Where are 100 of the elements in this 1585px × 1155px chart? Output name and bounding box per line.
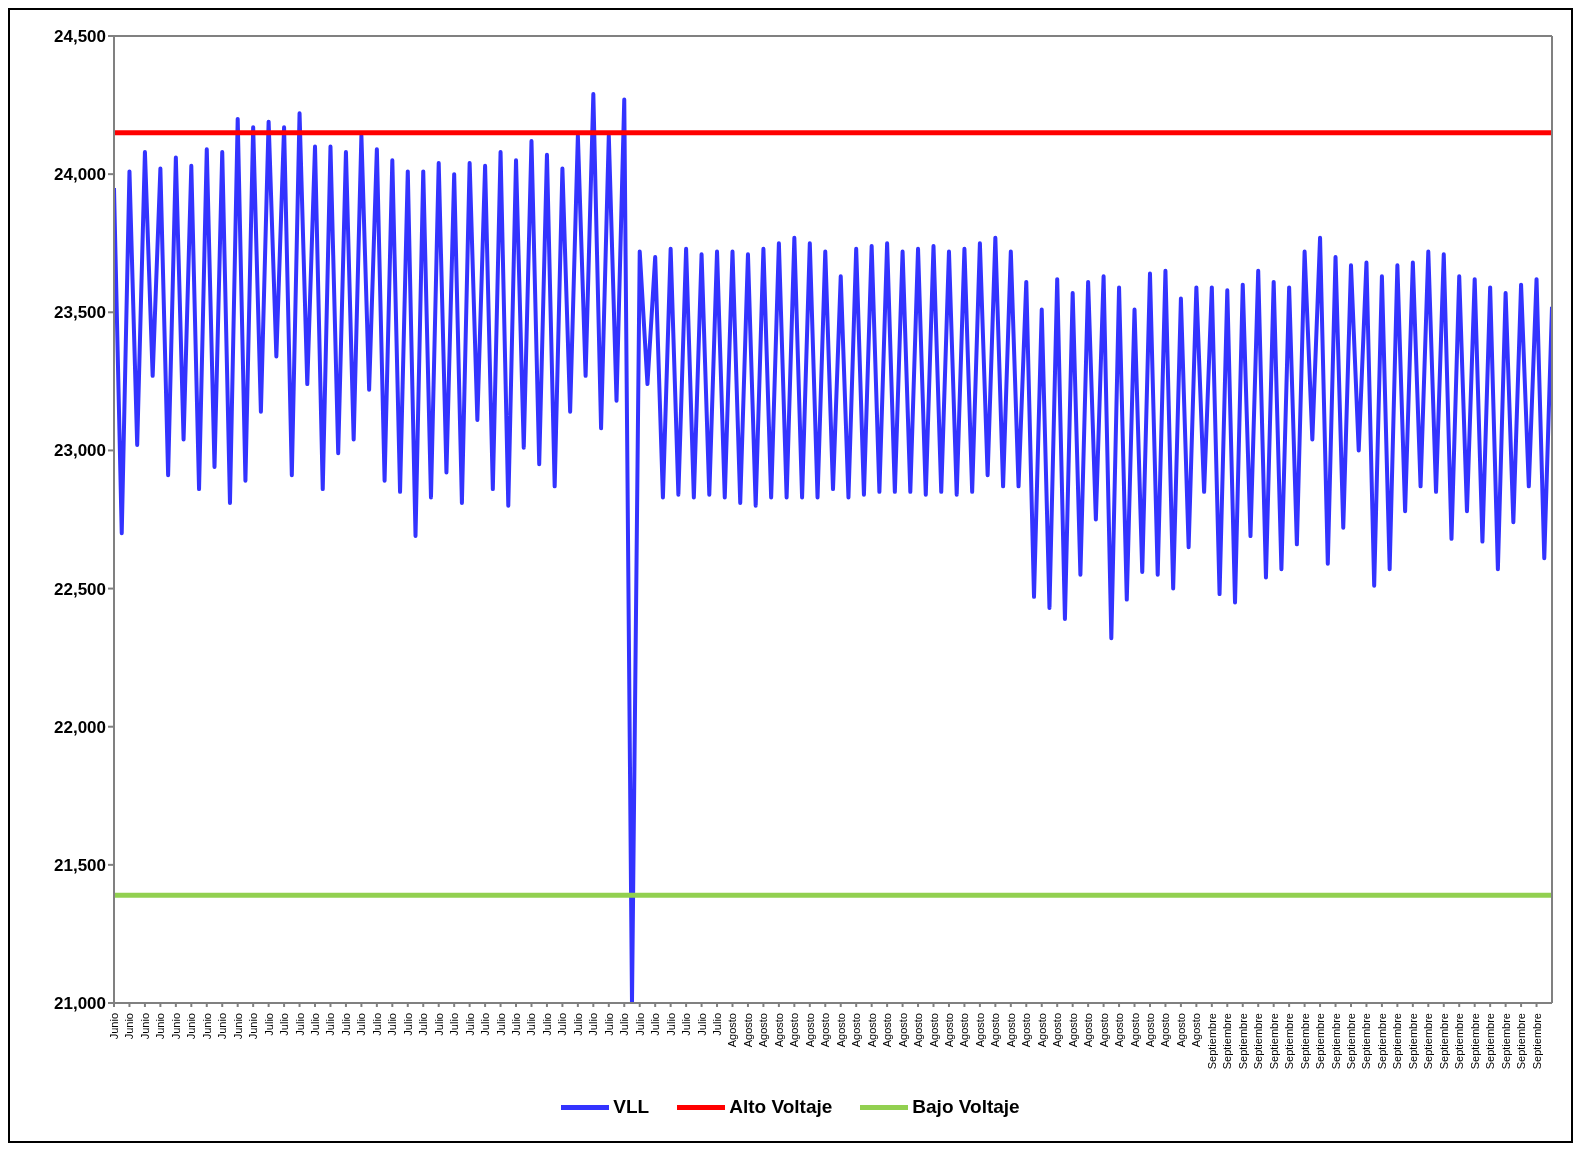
x-tick-label: Julio <box>417 1013 430 1036</box>
x-tick-label: Julio <box>262 1013 275 1036</box>
x-tick-label: Agosto <box>1159 1013 1172 1048</box>
x-tick-label: Julio <box>510 1013 523 1036</box>
x-tick-label: Septiembre <box>1360 1013 1373 1070</box>
x-tick-label: Julio <box>370 1013 383 1036</box>
x-tick-label: Septiembre <box>1329 1013 1342 1070</box>
x-tick-label: Agosto <box>1128 1013 1141 1048</box>
x-tick-label: Agosto <box>912 1013 925 1048</box>
x-tick-label: Septiembre <box>1344 1013 1357 1070</box>
y-tick-label: 24,500 <box>54 27 106 47</box>
x-tick-label: Junio <box>185 1013 198 1040</box>
x-tick-label: Agosto <box>1082 1013 1095 1048</box>
x-tick-label: Agosto <box>927 1013 940 1048</box>
x-tick-label: Junio <box>108 1013 120 1040</box>
x-tick-label: Julio <box>479 1013 492 1036</box>
x-tick-label: Septiembre <box>1499 1013 1512 1070</box>
x-tick-label: Septiembre <box>1236 1013 1249 1070</box>
x-tick-label: Julio <box>463 1013 476 1036</box>
x-tick-label: Septiembre <box>1221 1013 1234 1070</box>
x-tick-label: Agosto <box>1190 1013 1203 1048</box>
x-tick-label: Agosto <box>942 1013 955 1048</box>
x-tick-label: Julio <box>324 1013 337 1036</box>
x-tick-label: Agosto <box>1143 1013 1156 1048</box>
y-tick-label: 22,500 <box>54 579 106 599</box>
x-tick-label: Julio <box>695 1013 708 1036</box>
legend-label: Alto Voltaje <box>729 1096 833 1118</box>
x-tick-label: Julio <box>401 1013 414 1036</box>
x-tick-label: Septiembre <box>1406 1013 1419 1070</box>
x-tick-label: Junio <box>123 1013 136 1040</box>
x-tick-label: Junio <box>216 1013 229 1040</box>
x-tick-label: Julio <box>587 1013 600 1036</box>
y-tick-label: 24,000 <box>54 165 106 185</box>
x-tick-label: Julio <box>309 1013 322 1036</box>
x-tick-label: Septiembre <box>1298 1013 1311 1070</box>
y-tick-label: 23,000 <box>54 441 106 461</box>
y-tick-label: 22,000 <box>54 717 106 737</box>
x-tick-label: Agosto <box>741 1013 754 1048</box>
x-tick-label: Agosto <box>973 1013 986 1048</box>
x-tick-label: Julio <box>525 1013 538 1036</box>
x-tick-label: Agosto <box>896 1013 909 1048</box>
y-tick-label: 23,500 <box>54 303 106 323</box>
x-tick-label: Agosto <box>1174 1013 1187 1048</box>
x-tick-label: Septiembre <box>1391 1013 1404 1070</box>
x-tick-label: Junio <box>231 1013 244 1040</box>
x-tick-label: Agosto <box>1066 1013 1079 1048</box>
x-tick-label: Junio <box>169 1013 182 1040</box>
x-tick-label: Agosto <box>757 1013 770 1048</box>
x-tick-label: Septiembre <box>1205 1013 1218 1070</box>
y-tick-label: 21,500 <box>54 855 106 875</box>
x-tick-label: Agosto <box>1097 1013 1110 1048</box>
x-tick-label: Agosto <box>850 1013 863 1048</box>
x-tick-label: Junio <box>200 1013 213 1040</box>
x-tick-label: Agosto <box>881 1013 894 1048</box>
x-tick-label: Agosto <box>1051 1013 1064 1048</box>
x-tick-label: Julio <box>355 1013 368 1036</box>
x-tick-label: Septiembre <box>1283 1013 1296 1070</box>
y-tick-label: 21,000 <box>54 994 106 1014</box>
x-tick-label: Junio <box>247 1013 260 1040</box>
x-tick-label: Julio <box>618 1013 631 1036</box>
x-tick-label: Julio <box>633 1013 646 1036</box>
x-tick-label: Septiembre <box>1453 1013 1466 1070</box>
x-tick-label: Agosto <box>1004 1013 1017 1048</box>
x-tick-label: Agosto <box>1113 1013 1126 1048</box>
x-tick-label: Julio <box>680 1013 693 1036</box>
x-tick-label: Septiembre <box>1422 1013 1435 1070</box>
x-tick-label: Julio <box>432 1013 445 1036</box>
x-tick-label: Agosto <box>803 1013 816 1048</box>
x-tick-label: Julio <box>293 1013 306 1036</box>
x-tick-label: Agosto <box>726 1013 739 1048</box>
legend-label: VLL <box>613 1096 650 1118</box>
x-tick-label: Julio <box>571 1013 584 1036</box>
x-tick-label: Septiembre <box>1267 1013 1280 1070</box>
x-tick-label: Agosto <box>788 1013 801 1048</box>
x-tick-label: Agosto <box>834 1013 847 1048</box>
x-tick-label: Junio <box>154 1013 167 1040</box>
x-tick-label: Agosto <box>958 1013 971 1048</box>
x-tick-label: Julio <box>494 1013 507 1036</box>
x-tick-label: Agosto <box>772 1013 785 1048</box>
x-tick-label: Agosto <box>1020 1013 1033 1048</box>
x-tick-label: Septiembre <box>1468 1013 1481 1070</box>
x-tick-label: Septiembre <box>1252 1013 1265 1070</box>
x-tick-label: Septiembre <box>1484 1013 1497 1070</box>
x-tick-label: Julio <box>649 1013 662 1036</box>
x-tick-label: Julio <box>386 1013 399 1036</box>
x-tick-label: Julio <box>711 1013 724 1036</box>
x-tick-label: Julio <box>278 1013 291 1036</box>
x-tick-label: Septiembre <box>1437 1013 1450 1070</box>
x-tick-label: Septiembre <box>1314 1013 1327 1070</box>
x-tick-label: Septiembre <box>1515 1013 1528 1070</box>
x-tick-label: Junio <box>138 1013 151 1040</box>
legend-label: Bajo Voltaje <box>912 1096 1020 1118</box>
x-tick-label: Agosto <box>819 1013 832 1048</box>
x-tick-label: Agosto <box>865 1013 878 1048</box>
x-tick-label: Julio <box>448 1013 461 1036</box>
x-tick-label: Julio <box>664 1013 677 1036</box>
x-tick-label: Agosto <box>989 1013 1002 1048</box>
x-tick-label: Julio <box>339 1013 352 1036</box>
x-tick-label: Agosto <box>1035 1013 1048 1048</box>
x-tick-label: Septiembre <box>1375 1013 1388 1070</box>
